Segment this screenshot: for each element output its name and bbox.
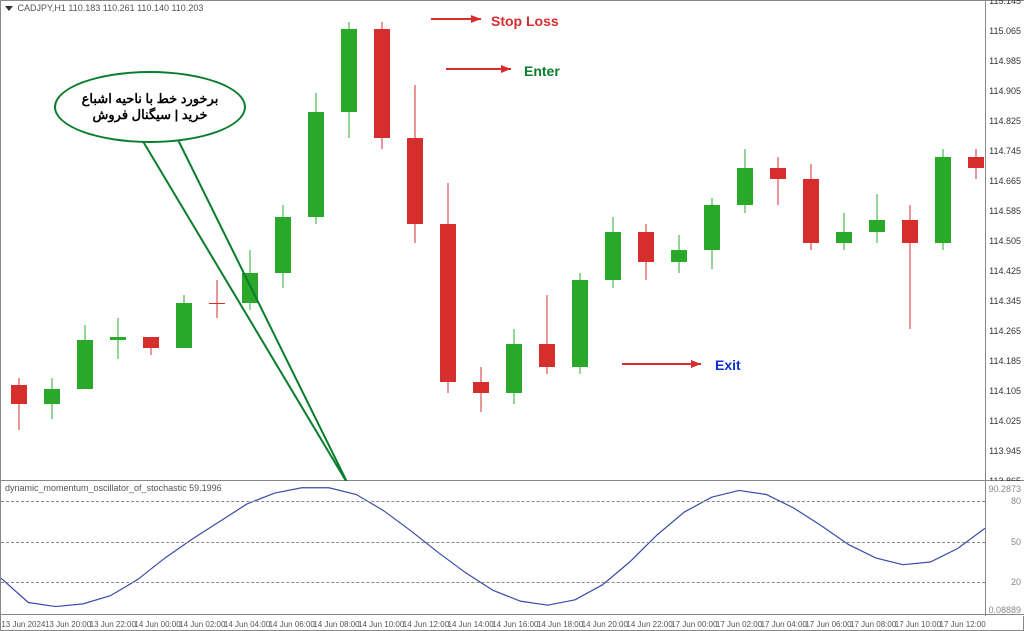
dropdown-icon[interactable] [5, 6, 13, 11]
symbol-header: CADJPY,H1 110.183 110.261 110.140 110.20… [5, 3, 203, 13]
indicator-chart-area[interactable]: dynamic_momentum_oscillator_of_stochasti… [1, 481, 985, 616]
price-chart-area[interactable]: CADJPY,H1 110.183 110.261 110.140 110.20… [1, 1, 985, 480]
time-axis: 13 Jun 202413 Jun 20:0013 Jun 22:0014 Ju… [1, 614, 1024, 630]
candle [44, 1, 60, 481]
candle [803, 1, 819, 481]
candle [506, 1, 522, 481]
price-panel[interactable]: CADJPY,H1 110.183 110.261 110.140 110.20… [1, 1, 1024, 481]
candle [407, 1, 423, 481]
candle [704, 1, 720, 481]
candle [638, 1, 654, 481]
indicator-axis: 90.28738050200.08889 [985, 481, 1024, 616]
candle [473, 1, 489, 481]
candle [539, 1, 555, 481]
callout-line1: برخورد خط با ناحیه اشباع [82, 91, 219, 107]
candle [935, 1, 951, 481]
candle [209, 1, 225, 481]
candle [902, 1, 918, 481]
callout-bubble: برخورد خط با ناحیه اشباع خرید | سیگنال ف… [54, 71, 246, 143]
candle [869, 1, 885, 481]
candle [440, 1, 456, 481]
candle [11, 1, 27, 481]
callout-line2: خرید | سیگنال فروش [82, 107, 219, 123]
chart-container: CADJPY,H1 110.183 110.261 110.140 110.20… [0, 0, 1024, 631]
candle [968, 1, 984, 481]
candle [275, 1, 291, 481]
candle [341, 1, 357, 481]
candle [737, 1, 753, 481]
candle [308, 1, 324, 481]
price-axis: 115.145115.065114.985114.905114.825114.7… [985, 1, 1024, 480]
indicator-header: dynamic_momentum_oscillator_of_stochasti… [5, 483, 222, 493]
candle [572, 1, 588, 481]
candle [671, 1, 687, 481]
candle [374, 1, 390, 481]
candle [836, 1, 852, 481]
candle [605, 1, 621, 481]
indicator-panel[interactable]: dynamic_momentum_oscillator_of_stochasti… [1, 481, 1024, 616]
candle [77, 1, 93, 481]
candle [770, 1, 786, 481]
candle [242, 1, 258, 481]
symbol-label: CADJPY,H1 110.183 110.261 110.140 110.20… [18, 3, 204, 13]
